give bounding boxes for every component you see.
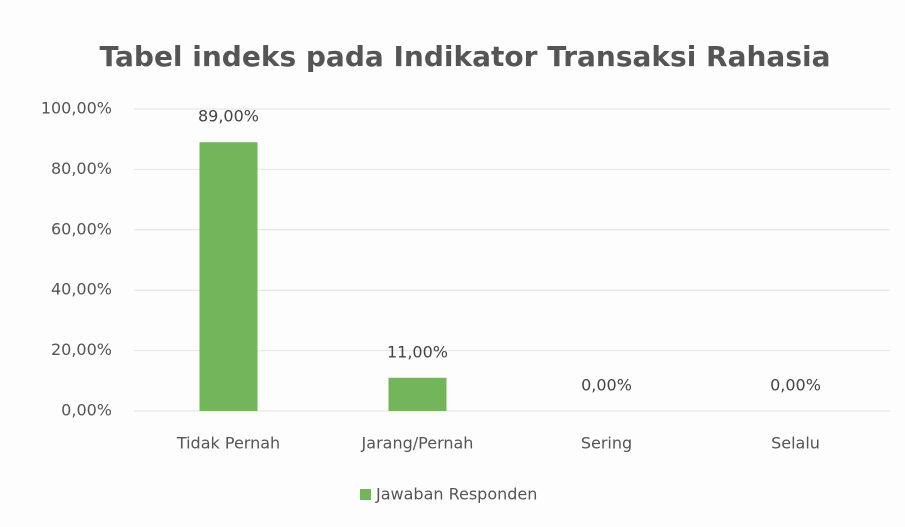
x-tick-label: Selalu (771, 434, 820, 453)
y-tick-label: 100,00% (41, 99, 112, 118)
value-label: 0,00% (581, 376, 632, 395)
y-tick-label: 60,00% (51, 219, 112, 238)
legend-swatch (360, 489, 371, 500)
x-tick-label: Jarang/Pernah (361, 434, 474, 453)
x-tick-label: Sering (581, 434, 632, 453)
bar (388, 377, 447, 411)
value-label: 89,00% (198, 107, 259, 126)
y-tick-label: 20,00% (51, 340, 112, 359)
legend-label: Jawaban Responden (375, 485, 537, 504)
y-tick-label: 0,00% (61, 401, 112, 420)
y-tick-label: 80,00% (51, 159, 112, 178)
bar (199, 142, 258, 411)
x-tick-label: Tidak Pernah (176, 434, 280, 453)
y-tick-label: 40,00% (51, 280, 112, 299)
value-label: 0,00% (770, 376, 821, 395)
chart-title: Tabel indeks pada Indikator Transaksi Ra… (100, 40, 831, 73)
value-label: 11,00% (387, 342, 448, 361)
